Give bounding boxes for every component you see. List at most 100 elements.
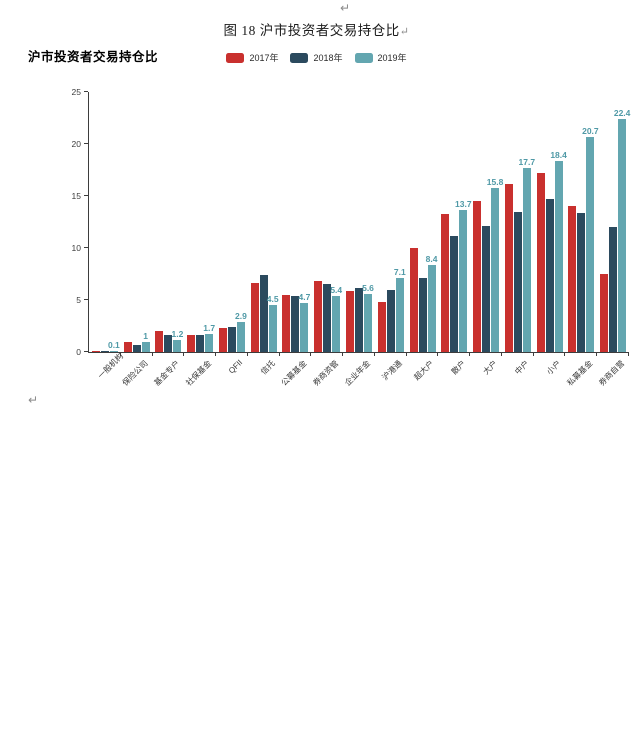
bar-2018年-社保基金 — [196, 335, 205, 352]
bar-2019年-私募基金: 20.7 — [582, 126, 599, 352]
bar-2017年-沪港通 — [377, 302, 386, 352]
bar-2017年-大户 — [473, 201, 482, 352]
bar-value-label: 1.2 — [171, 328, 184, 339]
bar-group-大户: 15.8 — [470, 92, 503, 352]
legend-item-2018年: 2018年 — [290, 51, 343, 64]
bar-2017年-QFII — [218, 328, 227, 352]
x-tick — [151, 352, 153, 356]
bar-2019年-券商自营: 22.4 — [614, 108, 630, 352]
figure-caption-row: 图 18 沪市投资者交易持仓比↵ — [0, 19, 633, 39]
bar-2019年-公募基金: 4.7 — [299, 292, 310, 352]
bar-value-label: 13.7 — [455, 198, 472, 209]
bar-2018年-大户 — [482, 226, 491, 352]
bar-2017年-保险公司 — [123, 341, 132, 352]
y-tick-label: 20 — [71, 139, 81, 149]
bar-2018年-公募基金 — [291, 295, 300, 352]
legend-item-2017年: 2017年 — [226, 51, 278, 64]
bar-2018年-一般机构 — [100, 350, 109, 352]
bar-2017年-社保基金 — [187, 335, 196, 352]
x-tick — [628, 352, 629, 356]
y-tick — [84, 299, 88, 300]
bar-2018年-保险公司 — [132, 344, 141, 352]
bar-2018年-QFII — [227, 327, 236, 352]
bar-value-label: 4.7 — [298, 292, 311, 303]
legend-label: 2017年 — [249, 53, 279, 63]
bar-2017年-基金专户 — [155, 331, 164, 352]
y-tick-label: 15 — [71, 191, 81, 201]
x-tick — [437, 352, 439, 356]
bar-group-社保基金: 1.7 — [184, 92, 216, 352]
bar-2019年-基金专户: 1.2 — [171, 329, 183, 352]
bar-2019年-沪港通: 7.1 — [394, 267, 406, 352]
y-tick — [84, 247, 88, 248]
bar-value-label: 5.6 — [362, 282, 374, 293]
bar-value-label: 1.7 — [203, 323, 216, 334]
bar-group-超大户: 8.4 — [407, 92, 439, 352]
bar-value-label: 1 — [143, 330, 149, 341]
x-tick — [215, 352, 217, 356]
bar-2019年-企业年金: 5.6 — [362, 283, 374, 352]
bar-2017年-券商资管 — [314, 281, 323, 352]
x-tick — [246, 352, 248, 356]
bar-value-label: 8.4 — [425, 253, 438, 264]
bar-2018年-基金专户 — [164, 335, 173, 352]
y-tick-label: 25 — [71, 87, 81, 97]
bar-2018年-小户 — [545, 199, 554, 352]
y-tick-label: 5 — [76, 295, 81, 305]
y-tick — [84, 143, 88, 144]
bar-2017年-信托 — [250, 283, 259, 352]
bar-value-label: 2.9 — [235, 310, 247, 321]
bar-2017年-公募基金 — [282, 294, 291, 352]
x-axis-label-小户: 小户 — [544, 358, 563, 377]
bar-group-券商资管: 5.4 — [311, 92, 343, 352]
bar-2017年-一般机构 — [91, 350, 100, 352]
bar-value-label: 7.1 — [393, 267, 406, 278]
bar-2017年-散户 — [441, 213, 450, 352]
bar-value-label: 22.4 — [613, 108, 631, 119]
bar-2019年-券商资管: 5.4 — [330, 285, 342, 352]
bar-2017年-私募基金 — [568, 206, 577, 352]
paragraph-return-mark-top: ↵ — [340, 1, 351, 15]
bar-2018年-散户 — [450, 235, 459, 352]
bar-group-散户: 13.7 — [438, 92, 472, 352]
bar-2019年-散户: 13.7 — [455, 199, 472, 352]
bar-2019年-小户: 18.4 — [550, 150, 567, 352]
x-tick — [373, 352, 375, 356]
bar-group-基金专户: 1.2 — [153, 92, 185, 352]
x-tick — [469, 352, 471, 356]
bar-2017年-企业年金 — [346, 290, 354, 352]
bar-group-QFII: 2.9 — [216, 92, 248, 352]
bar-group-保险公司: 1 — [121, 92, 153, 352]
bar-2019年-信托: 4.5 — [267, 294, 279, 352]
bar-2019年-大户: 15.8 — [487, 177, 503, 352]
bar-2018年-沪港通 — [386, 289, 395, 352]
y-tick-label: 10 — [71, 243, 81, 253]
bar-group-券商自营: 22.4 — [597, 92, 630, 352]
chart-legend: 2017年 2018年 2019年 — [0, 51, 633, 64]
bar-value-label: 4.5 — [266, 294, 279, 305]
y-tick-label: 0 — [76, 347, 81, 357]
bar-2018年-券商自营 — [609, 227, 618, 352]
figure-caption: 图 18 沪市投资者交易持仓比 — [223, 23, 400, 38]
bar-2017年-小户 — [536, 173, 545, 352]
bar-value-label: 0.1 — [107, 339, 120, 350]
x-tick — [500, 352, 502, 356]
x-tick — [532, 352, 534, 356]
y-tick — [84, 91, 88, 92]
x-tick — [310, 352, 312, 356]
bar-2018年-中户 — [513, 211, 522, 352]
bar-value-label: 15.8 — [486, 176, 504, 187]
legend-label: 2019年 — [377, 53, 407, 63]
legend-swatch-icon — [226, 52, 245, 63]
x-tick — [183, 352, 185, 356]
bar-2019年-保险公司: 1 — [141, 331, 150, 352]
legend-swatch-icon — [290, 52, 309, 63]
legend-label: 2018年 — [313, 53, 343, 63]
bar-2018年-超大户 — [418, 278, 427, 352]
bar-group-信托: 4.5 — [248, 92, 280, 352]
paragraph-return-mark-caption: ↵ — [399, 26, 410, 38]
legend-swatch-icon — [354, 52, 373, 63]
chart-title: 沪市投资者交易持仓比 — [28, 50, 159, 64]
y-tick — [84, 351, 88, 352]
bar-value-label: 17.7 — [518, 156, 536, 167]
